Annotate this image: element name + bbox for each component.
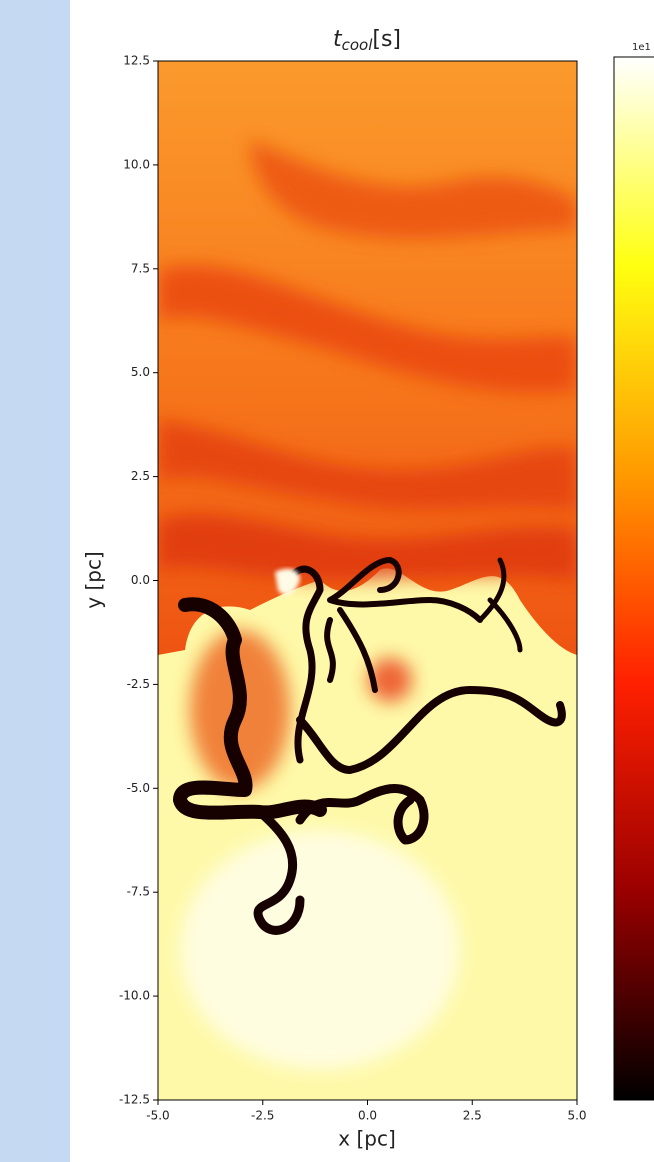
y-tick-label: 7.5 (131, 261, 150, 275)
y-tick-label: -12.5 (119, 1093, 150, 1107)
x-axis-label: x [pc] (338, 1127, 396, 1151)
y-tick-label: -5.0 (127, 781, 150, 795)
page: tcool[s] x [pc] y [pc] 1e1 -5.0-2.50.02.… (0, 0, 654, 1162)
x-tick-label: 5.0 (567, 1109, 586, 1123)
y-tick-label: 12.5 (123, 54, 150, 68)
colorbar-offset-label: 1e1 (632, 42, 651, 53)
x-tick-label: 2.5 (463, 1109, 482, 1123)
y-axis-label: y [pc] (82, 551, 106, 609)
chart: tcool[s] x [pc] y [pc] 1e1 -5.0-2.50.02.… (0, 0, 654, 1162)
y-tick-label: 5.0 (131, 365, 150, 379)
x-tick-label: -5.0 (146, 1109, 169, 1123)
y-tick-label: -7.5 (127, 885, 150, 899)
x-tick-label: -2.5 (251, 1109, 274, 1123)
y-tick-label: 10.0 (123, 157, 150, 171)
heatmap-image (158, 61, 577, 1100)
title-sub: cool (342, 36, 374, 54)
colorbar (614, 57, 654, 1100)
y-tick-label: -2.5 (127, 677, 150, 691)
y-tick-label: -10.0 (119, 989, 150, 1003)
y-tick-label: 0.0 (131, 573, 150, 587)
y-tick-label: 2.5 (131, 469, 150, 483)
title-unit: [s] (372, 27, 401, 52)
x-tick-label: 0.0 (358, 1109, 377, 1123)
